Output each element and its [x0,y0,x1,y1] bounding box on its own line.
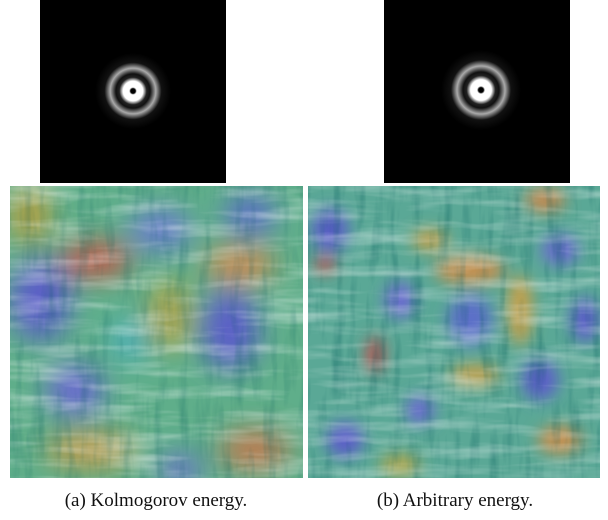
flow-field-a [10,185,303,485]
caption-a: (a) Kolmogorov energy. [65,490,248,511]
spectrum-rings-a [95,53,171,129]
caption-b: (b) Arbitrary energy. [377,490,533,511]
flow-field-b [308,186,600,478]
spectrum-rings-b [441,50,521,130]
figure: (a) Kolmogorov energy. (b) Arbitrary ene… [0,0,608,520]
